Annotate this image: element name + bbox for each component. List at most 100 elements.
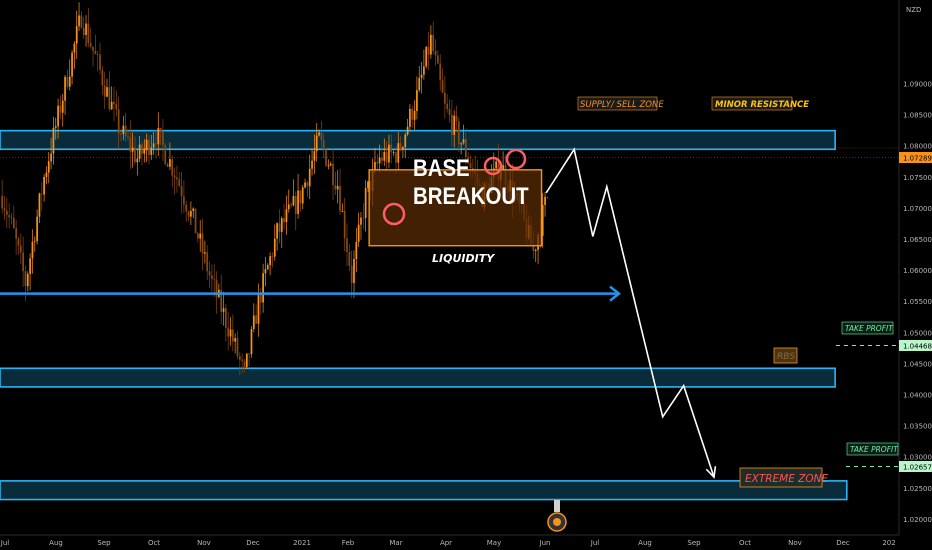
candle-body: [348, 251, 351, 266]
candle-body: [171, 159, 174, 176]
candle-body: [157, 128, 160, 145]
candle-body: [266, 265, 269, 270]
candle-body: [176, 177, 178, 180]
candle-body: [71, 52, 73, 77]
candle-body: [388, 144, 390, 163]
candle-body: [264, 269, 267, 274]
candle-body: [115, 103, 118, 110]
candle-body: [94, 50, 97, 55]
candle-body: [308, 168, 311, 187]
candle-body: [367, 181, 369, 189]
candle-body: [378, 157, 381, 164]
minor-resistance-label: MINOR RESISTANCE: [715, 100, 809, 110]
candle-body: [339, 185, 341, 212]
candle-body: [96, 54, 99, 55]
candle-body: [297, 190, 299, 214]
candle-body: [383, 152, 386, 161]
base-breakout-box[interactable]: BASE BREAKOUT: [368, 148, 543, 247]
candle-body: [106, 87, 108, 97]
candle-body: [238, 356, 241, 360]
candle-body: [250, 329, 253, 355]
logo-top: [554, 500, 560, 512]
candle-body: [355, 241, 358, 259]
zones-layer: [0, 129, 848, 501]
candle-body: [311, 160, 313, 169]
price-axis[interactable]: 1.02000 1.02500 1.03000 1.03500 1.04000 1.045…: [898, 0, 932, 535]
candle-body: [164, 145, 167, 164]
candle-body: [40, 193, 43, 195]
current-price-tag: [899, 152, 932, 163]
candle-body: [534, 249, 537, 251]
candle-body: [150, 147, 153, 155]
base-label: BASE: [413, 154, 470, 181]
extreme-zone-label: EXTREME ZONE: [745, 473, 829, 485]
logo-circle-inner: [553, 518, 561, 526]
candle-body: [8, 215, 11, 218]
candle-body: [306, 182, 309, 187]
candle-body: [3, 208, 6, 211]
candle-body: [541, 204, 544, 236]
minor-label-box: [711, 96, 793, 111]
take-profit-value-2: 1.02657: [903, 464, 932, 472]
candle-body: [19, 245, 22, 253]
base-circle-2: [483, 156, 503, 176]
candle-body: [59, 105, 62, 113]
candle-body: [245, 353, 248, 367]
candle-body: [1, 195, 4, 209]
candle-body: [276, 223, 278, 239]
candle-body: [495, 161, 497, 169]
candle-body: [166, 163, 169, 167]
candle-body: [236, 338, 239, 357]
zone-rbs: [0, 367, 836, 388]
time-tick-label: Sep: [687, 539, 701, 547]
time-ticks: Jul Aug Sep Oct Nov Dec 2021 Feb Mar Apr May Jun Jul…: [0, 539, 896, 547]
currency-label: NZD: [906, 6, 921, 14]
projection-path: [545, 147, 715, 478]
base-circle-1: [382, 202, 406, 226]
candle-body: [248, 353, 251, 355]
candle-body: [460, 143, 463, 145]
take-profit-box-2: [846, 442, 899, 456]
time-tick-label: Apr: [440, 539, 452, 547]
take-profit-label-1: TAKE PROFIT: [845, 324, 894, 333]
candle-body: [299, 190, 302, 204]
candle-body: [185, 204, 188, 212]
candle-body: [38, 193, 41, 217]
candle-body: [467, 157, 470, 164]
candle-body: [464, 139, 467, 158]
candle-body: [273, 238, 276, 257]
candle-body: [122, 125, 125, 134]
candle-body: [448, 109, 451, 115]
candle-body: [420, 74, 423, 78]
candle-body: [10, 217, 13, 219]
rbs-label-group: RBS: [773, 347, 798, 364]
candle-body: [453, 115, 456, 135]
candle-body: [22, 252, 24, 272]
base-box-rect: [368, 169, 543, 247]
take-profit-tag-1: [899, 340, 932, 351]
candle-body: [269, 256, 271, 266]
candle-body: [187, 211, 190, 217]
candle-body: [252, 315, 255, 330]
candle-body: [211, 275, 213, 279]
candle-body: [278, 223, 281, 232]
candle-body: [117, 109, 120, 134]
candle-body: [544, 196, 546, 205]
candle-body: [285, 209, 288, 223]
candle-body: [127, 136, 129, 138]
candle-body: [271, 256, 274, 257]
take-profit-tag-2: [899, 461, 932, 472]
candle-body: [206, 252, 209, 272]
candle-body: [329, 163, 332, 166]
candle-body: [50, 153, 52, 162]
candle-body: [315, 135, 318, 152]
time-axis[interactable]: Jul Aug Sep Oct Nov Dec 2021 Feb Mar Apr May Jun Jul…: [0, 534, 932, 550]
price-tick-label: 1.07000: [903, 205, 932, 213]
price-tick-label: 1.05500: [903, 298, 932, 306]
candle-body: [416, 90, 418, 111]
candle-body: [280, 218, 283, 232]
candle-body: [350, 265, 353, 283]
candle-body: [80, 15, 83, 28]
